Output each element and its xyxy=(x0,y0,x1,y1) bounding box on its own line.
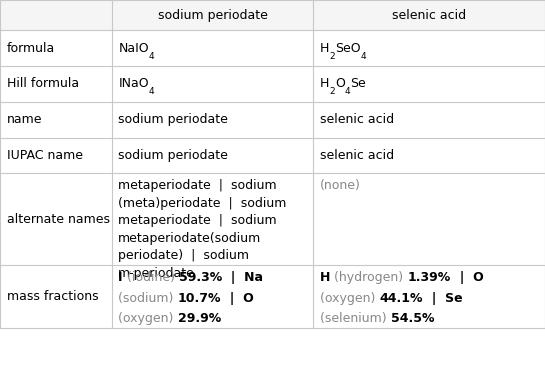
Text: (oxygen): (oxygen) xyxy=(118,312,178,325)
Text: metaperiodate  |  sodium
(meta)periodate  |  sodium
metaperiodate  |  sodium
met: metaperiodate | sodium (meta)periodate |… xyxy=(118,179,287,280)
Text: 59.3%: 59.3% xyxy=(179,271,222,284)
Text: H: H xyxy=(320,42,329,55)
Text: 10.7%: 10.7% xyxy=(178,292,221,305)
Text: 4: 4 xyxy=(345,88,350,96)
Text: (none): (none) xyxy=(320,179,361,192)
Text: |  Na: | Na xyxy=(222,271,263,284)
Text: Hill formula: Hill formula xyxy=(7,77,78,91)
Text: 4: 4 xyxy=(361,52,366,61)
Text: I: I xyxy=(118,271,123,284)
Text: (sodium): (sodium) xyxy=(118,292,178,305)
Text: 2: 2 xyxy=(329,88,335,96)
Text: alternate names: alternate names xyxy=(7,213,110,226)
Text: H: H xyxy=(320,271,330,284)
Text: (selenium): (selenium) xyxy=(320,312,391,325)
Text: (iodine): (iodine) xyxy=(123,271,179,284)
Text: INaO: INaO xyxy=(118,77,149,91)
Text: (hydrogen): (hydrogen) xyxy=(330,271,408,284)
Text: |  Se: | Se xyxy=(423,292,462,305)
Text: mass fractions: mass fractions xyxy=(7,291,98,303)
Text: SeO: SeO xyxy=(335,42,361,55)
Text: (oxygen): (oxygen) xyxy=(320,292,379,305)
Text: formula: formula xyxy=(7,42,55,55)
Text: NaIO: NaIO xyxy=(118,42,149,55)
Text: O: O xyxy=(335,77,345,91)
Text: 29.9%: 29.9% xyxy=(178,312,221,325)
Text: 1.39%: 1.39% xyxy=(408,271,451,284)
Text: 2: 2 xyxy=(329,52,335,61)
Text: selenic acid: selenic acid xyxy=(392,9,467,22)
Text: |  O: | O xyxy=(221,292,254,305)
Text: 54.5%: 54.5% xyxy=(391,312,434,325)
Text: 4: 4 xyxy=(149,88,155,96)
Text: sodium periodate: sodium periodate xyxy=(118,113,228,126)
Text: H: H xyxy=(320,77,329,91)
Text: sodium periodate: sodium periodate xyxy=(118,149,228,162)
Text: |  O: | O xyxy=(451,271,483,284)
Text: 4: 4 xyxy=(149,52,155,61)
Text: name: name xyxy=(7,113,42,126)
Text: selenic acid: selenic acid xyxy=(320,149,394,162)
Text: sodium periodate: sodium periodate xyxy=(158,9,268,22)
Text: IUPAC name: IUPAC name xyxy=(7,149,82,162)
Text: selenic acid: selenic acid xyxy=(320,113,394,126)
Text: Se: Se xyxy=(350,77,366,91)
Text: 44.1%: 44.1% xyxy=(379,292,423,305)
